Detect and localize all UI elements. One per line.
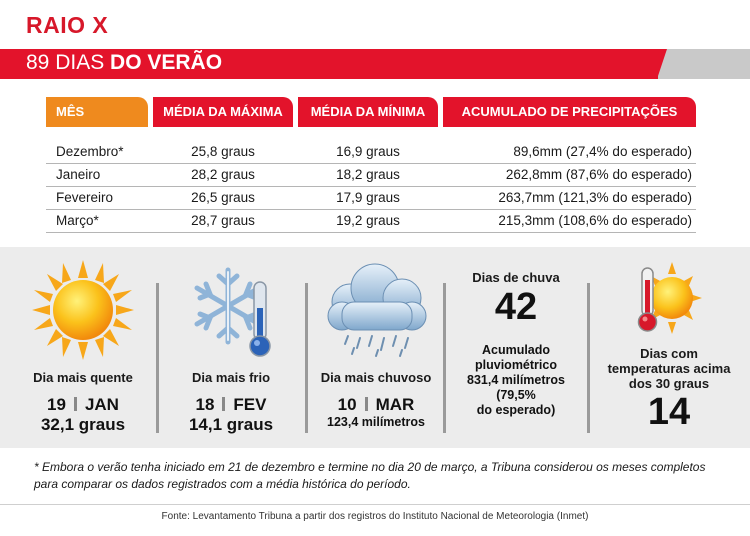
header-precipitation: ACUMULADO DE PRECIPITAÇÕES	[443, 97, 696, 127]
header-avg-min: MÉDIA DA MÍNIMA	[298, 97, 438, 127]
coldest-day-value: 14,1 graus	[188, 415, 274, 434]
title-bar: 89 DIAS DO VERÃO	[0, 49, 750, 79]
rain-cloud-icon	[327, 263, 427, 357]
table-row: Fevereiro 26,5 graus 17,9 graus 263,7mm …	[46, 187, 696, 210]
rain-days-value: 42	[494, 286, 538, 328]
rainiest-day-label: Dia mais chuvoso	[320, 370, 432, 385]
rain-days-block: Dias de chuva 42 Acumulado pluviométrico…	[450, 270, 582, 418]
table-body: Dezembro* 25,8 graus 16,9 graus 89,6mm (…	[46, 133, 696, 233]
sun-thermometer-icon	[637, 262, 702, 334]
hottest-day-value: 32,1 graus	[40, 415, 126, 434]
hot-days-label: dos 30 graus	[628, 376, 710, 391]
page-title: 89 DIAS DO VERÃO	[26, 51, 223, 74]
cell-precipitation: 262,8mm (87,6% do esperado)	[505, 167, 692, 182]
table-row: Janeiro 28,2 graus 18,2 graus 262,8mm (8…	[46, 164, 696, 187]
cell-month: Março*	[56, 213, 99, 228]
hottest-day-date: 19 JAN	[47, 395, 119, 414]
cell-precipitation: 263,7mm (121,3% do esperado)	[498, 190, 692, 205]
hottest-day-block: Dia mais quente 19 JAN 32,1 graus	[20, 370, 146, 435]
footnote: * Embora o verão tenha iniciado em 21 de…	[34, 459, 724, 493]
cell-avg-min: 19,2 graus	[336, 213, 400, 228]
table-row: Março* 28,7 graus 19,2 graus 215,3mm (10…	[46, 210, 696, 233]
table-header: MÊS MÉDIA DA MÁXIMA MÉDIA DA MÍNIMA ACUM…	[46, 97, 696, 127]
footnote-line: para comparar os dados registrados com a…	[34, 477, 411, 491]
cell-month: Janeiro	[56, 167, 101, 182]
rain-accumulated-pct: (79,5%	[496, 388, 536, 402]
header-month: MÊS	[46, 97, 148, 127]
hot-days-label: temperaturas acima	[607, 361, 731, 376]
cell-avg-max: 28,7 graus	[191, 213, 255, 228]
header-avg-max: MÉDIA DA MÁXIMA	[153, 97, 293, 127]
cell-avg-max: 28,2 graus	[191, 167, 255, 182]
cell-avg-min: 17,9 graus	[336, 190, 400, 205]
rain-accumulated-pct: do esperado)	[476, 403, 556, 417]
divider	[305, 283, 308, 433]
rain-accumulated-label: pluviométrico	[475, 358, 557, 372]
divider	[156, 283, 159, 433]
rain-accumulated-label: Acumulado	[481, 343, 551, 357]
cell-avg-max: 26,5 graus	[191, 190, 255, 205]
hot-days-value: 14	[647, 391, 691, 433]
coldest-day-label: Dia mais frio	[191, 370, 271, 385]
rain-accumulated: Acumulado pluviométrico 831,4 milímetros…	[450, 343, 582, 418]
table-row: Dezembro* 25,8 graus 16,9 graus 89,6mm (…	[46, 141, 696, 164]
cell-avg-min: 16,9 graus	[336, 144, 400, 159]
kicker: RAIO X	[26, 12, 109, 38]
divider	[443, 283, 446, 433]
hot-days-label: Dias com	[640, 346, 698, 361]
cell-precipitation: 215,3mm (108,6% do esperado)	[498, 213, 692, 228]
coldest-day-block: Dia mais frio 18 FEV 14,1 graus	[166, 370, 296, 435]
cell-month: Fevereiro	[56, 190, 114, 205]
cell-avg-max: 25,8 graus	[191, 144, 255, 159]
cell-avg-min: 18,2 graus	[336, 167, 400, 182]
footnote-line: * Embora o verão tenha iniciado em 21 de…	[34, 460, 706, 474]
rainiest-day-block: Dia mais chuvoso 10 MAR 123,4 milímetros	[312, 370, 440, 429]
rainiest-day-value: 123,4 milímetros	[327, 415, 425, 429]
rainiest-day-date: 10 MAR	[337, 395, 415, 414]
divider	[587, 283, 590, 433]
source-credit: Fonte: Levantamento Tribuna a partir dos…	[0, 504, 750, 522]
cell-precipitation: 89,6mm (27,4% do esperado)	[513, 144, 692, 159]
sun-icon	[32, 260, 134, 360]
rain-accumulated-value: 831,4 milímetros	[467, 373, 565, 387]
hot-days-block: Dias com temperaturas acima dos 30 graus…	[594, 346, 744, 433]
summary-table: MÊS MÉDIA DA MÁXIMA MÉDIA DA MÍNIMA ACUM…	[46, 97, 696, 233]
hottest-day-label: Dia mais quente	[33, 370, 133, 385]
coldest-day-date: 18 FEV	[195, 395, 267, 414]
snowflake-thermometer-icon	[194, 267, 271, 357]
cell-month: Dezembro*	[56, 144, 124, 159]
rain-days-label: Dias de chuva	[472, 270, 560, 285]
